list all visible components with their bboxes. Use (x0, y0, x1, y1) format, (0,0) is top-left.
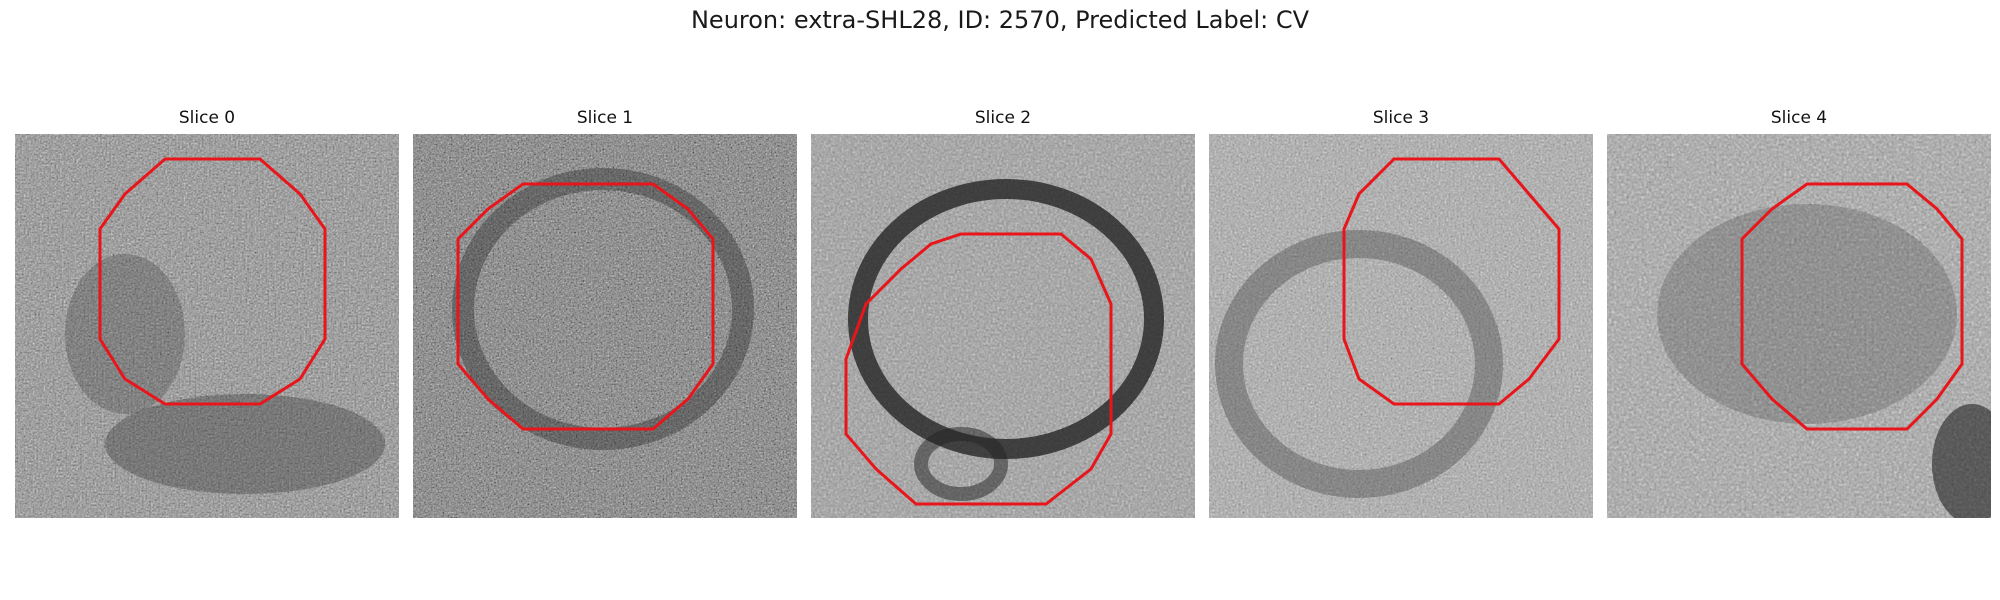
slice-title-3: Slice 3 (1372, 108, 1430, 128)
slice-image-2 (811, 134, 1195, 518)
slice-image-1 (413, 134, 797, 518)
slice-image-4 (1607, 134, 1991, 518)
slice-title-1: Slice 1 (576, 108, 634, 128)
slice-title-0: Slice 0 (178, 108, 236, 128)
roi-outline-3 (1342, 157, 1561, 406)
slice-title-2: Slice 2 (974, 108, 1032, 128)
roi-outline-0 (98, 157, 327, 406)
slice-title-4: Slice 4 (1770, 108, 1828, 128)
slice-image-3 (1209, 134, 1593, 518)
roi-outline-2 (844, 232, 1113, 506)
figure-title: Neuron: extra-SHL28, ID: 2570, Predicted… (690, 6, 1310, 34)
slice-image-0 (15, 134, 399, 518)
roi-outline-4 (1740, 182, 1964, 431)
roi-outline-1 (456, 182, 715, 431)
